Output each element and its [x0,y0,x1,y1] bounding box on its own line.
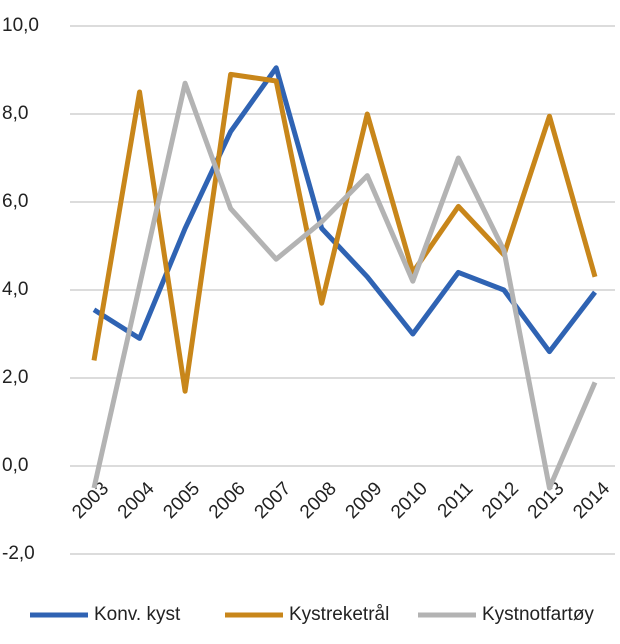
x-tick-label: 2012 [478,478,523,523]
line-series [91,80,598,491]
x-tick-label: 2008 [296,478,341,523]
y-tick-label: 8,0 [2,103,28,124]
y-tick-label: 4,0 [2,279,28,300]
x-tick-label: 2003 [68,478,113,523]
x-tick-label: 2005 [159,478,204,523]
x-tick-label: 2013 [524,478,569,523]
x-tick-label: 2014 [569,478,614,523]
x-tick-label: 2010 [387,478,432,523]
x-tick-label: 2009 [342,478,387,523]
y-tick-label: -2,0 [2,543,35,564]
legend-label: Kystnotfartøy [482,604,594,625]
x-tick-label: 2007 [251,478,296,523]
y-tick-label: 10,0 [2,15,39,36]
line-series [91,71,598,394]
legend-label: Kystreketrål [289,604,389,625]
y-tick-label: 6,0 [2,191,28,212]
x-tick-label: 2004 [114,478,159,523]
x-tick-label: 2011 [434,478,478,522]
x-tick-label: 2006 [205,478,250,523]
y-tick-label: 0,0 [2,455,28,476]
legend-label: Konv. kyst [94,604,181,625]
y-tick-label: 2,0 [2,367,28,388]
